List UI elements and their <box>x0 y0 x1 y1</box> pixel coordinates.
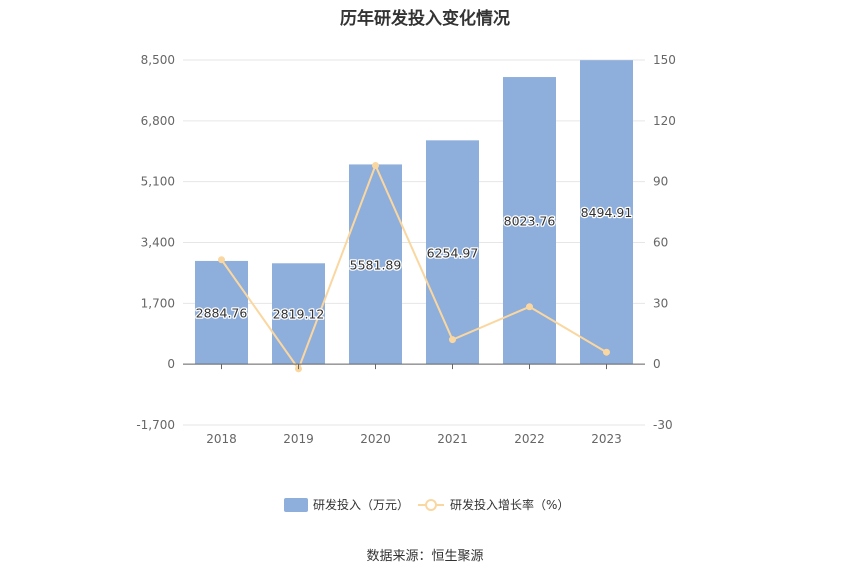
x-tick-label: 2020 <box>360 432 391 446</box>
line-series <box>218 161 610 373</box>
y-left-tick-label: 1,700 <box>141 296 175 310</box>
y-right-tick-label: 120 <box>653 114 676 128</box>
x-tick-label: 2019 <box>283 432 314 446</box>
bar-data-label: 8494.91 <box>581 205 633 220</box>
growth-line <box>220 162 608 371</box>
bar <box>272 263 325 365</box>
legend-bar-swatch <box>284 498 308 512</box>
legend-item-bars[interactable]: 研发投入（万元） <box>284 497 409 512</box>
x-tick-label: 2021 <box>437 432 468 446</box>
y-left-tick-label: 3,400 <box>141 236 175 250</box>
bar <box>426 140 479 365</box>
y-right-tick-label: 30 <box>653 296 668 310</box>
y-right-tick-label: 0 <box>653 357 661 371</box>
x-tick-label: 2018 <box>206 432 237 446</box>
grid-lines <box>183 59 645 426</box>
data-labels: 2884.76 2819.12 5581.89 6254.97 8023.76 8494.… <box>194 204 633 323</box>
y-right-tick-label: 60 <box>653 236 668 250</box>
bar <box>195 260 248 365</box>
y-left-tick-label: -1,700 <box>136 418 175 432</box>
legend-label: 研发投入（万元） <box>313 497 409 512</box>
bar-data-label: 5581.89 <box>350 257 402 272</box>
axes: -1,700 0 1,700 3,400 5,100 6,800 8,500 -30 0 30 60… <box>136 53 676 446</box>
x-tick-label: 2023 <box>591 432 622 446</box>
legend-line-marker <box>425 499 437 511</box>
bar-series <box>195 60 633 365</box>
growth-point <box>526 303 533 311</box>
y-right-tick-label: 150 <box>653 53 676 67</box>
bar <box>580 60 633 365</box>
growth-point <box>449 336 456 344</box>
growth-point <box>372 161 379 169</box>
x-tick-label: 2022 <box>514 432 545 446</box>
y-right-tick-label: 90 <box>653 175 668 189</box>
legend-label: 研发投入增长率（%） <box>450 497 569 512</box>
bar-data-label: 8023.76 <box>504 214 556 229</box>
y-left-tick-label: 0 <box>167 357 175 371</box>
bar-data-label: 2819.12 <box>273 307 325 322</box>
y-left-tick-label: 6,800 <box>141 114 175 128</box>
bar-data-label: 2884.76 <box>196 306 248 321</box>
growth-point <box>218 256 225 264</box>
source-note: 数据来源：恒生聚源 <box>366 549 484 564</box>
chart-title: 历年研发投入变化情况 <box>340 9 510 29</box>
y-left-tick-label: 8,500 <box>141 53 175 67</box>
growth-point <box>603 348 610 356</box>
legend[interactable]: 研发投入（万元） 研发投入增长率（%） <box>284 497 569 512</box>
bar-data-label: 6254.97 <box>427 245 479 260</box>
bar <box>349 164 402 365</box>
legend-item-line[interactable]: 研发投入增长率（%） <box>418 497 569 512</box>
y-left-tick-label: 5,100 <box>141 175 175 189</box>
y-right-tick-label: -30 <box>653 418 673 432</box>
